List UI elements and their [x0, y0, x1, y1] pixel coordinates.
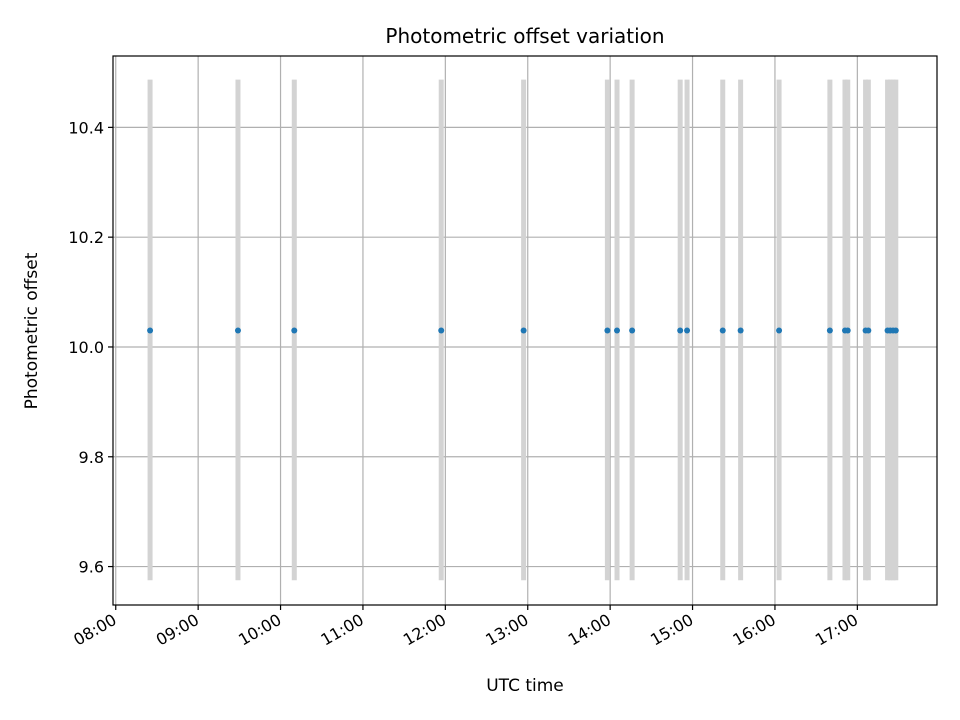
y-tick-label: 10.2	[68, 228, 104, 247]
data-point	[614, 327, 621, 334]
chart-title: Photometric offset variation	[385, 24, 664, 48]
y-axis-title: Photometric offset	[22, 252, 42, 409]
data-point	[892, 327, 899, 334]
data-point	[719, 327, 726, 334]
data-point	[604, 327, 611, 334]
y-axis: 9.6 9.8 10.0 10.2 10.4	[68, 118, 113, 577]
data-point	[844, 327, 851, 334]
data-point	[234, 327, 241, 334]
data-point	[147, 327, 154, 334]
data-point	[826, 327, 833, 334]
plot-frame	[112, 55, 938, 606]
y-tick-label: 10.4	[68, 118, 104, 137]
data-point	[776, 327, 783, 334]
data-point	[737, 327, 744, 334]
data-point	[684, 327, 691, 334]
y-tick-label: 9.6	[79, 558, 104, 577]
y-tick-label: 10.0	[68, 338, 104, 357]
data-point	[677, 327, 684, 334]
data-point	[865, 327, 872, 334]
x-axis-title: UTC time	[486, 676, 564, 696]
data-point	[291, 327, 298, 334]
data-point	[438, 327, 445, 334]
data-point	[629, 327, 636, 334]
y-tick-label: 9.8	[79, 448, 104, 467]
data-point	[520, 327, 527, 334]
data-points	[147, 327, 899, 334]
